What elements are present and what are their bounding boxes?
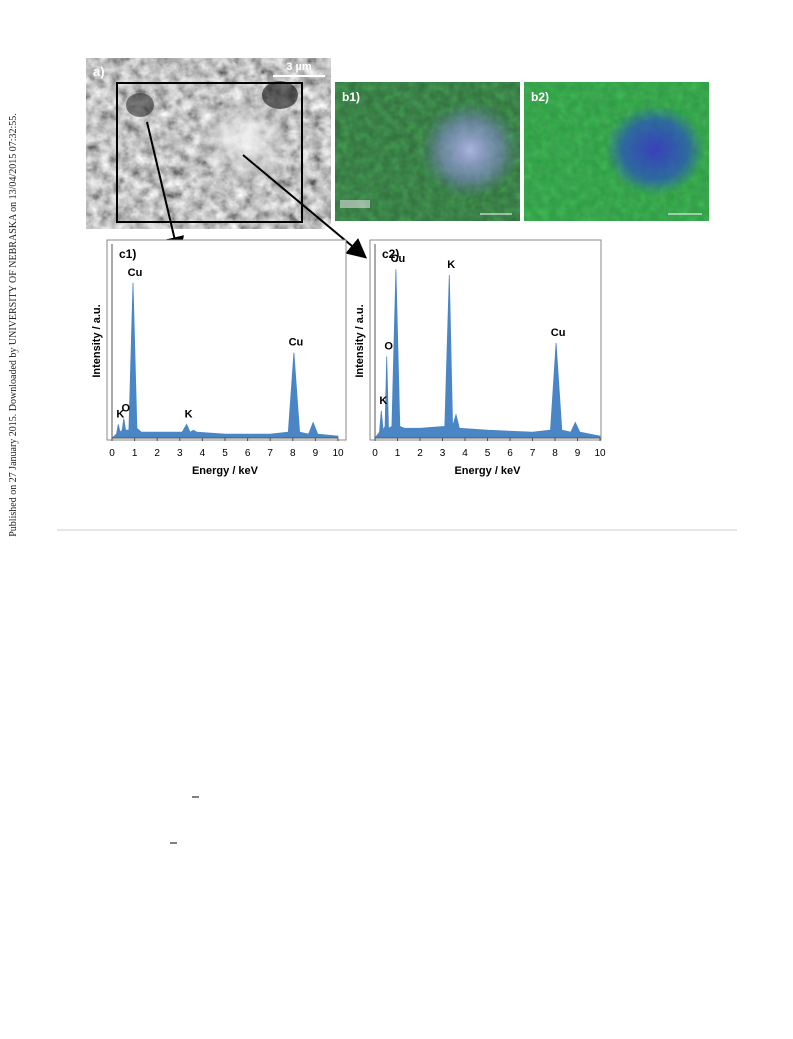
peak-label: K xyxy=(447,259,455,271)
x-tick-label: 1 xyxy=(132,448,138,459)
peak-label: Cu xyxy=(551,327,566,339)
x-tick-label: 5 xyxy=(222,448,228,459)
x-tick-label: 2 xyxy=(154,448,160,459)
x-tick-label: 0 xyxy=(109,448,115,459)
x-tick-label: 0 xyxy=(372,448,378,459)
x-tick-label: 4 xyxy=(462,448,468,459)
y-axis-label: Intensity / a.u. xyxy=(354,304,366,377)
peak-label: O xyxy=(384,341,393,353)
spectrum-area xyxy=(374,269,601,439)
x-tick-label: 8 xyxy=(290,448,296,459)
x-tick-label: 1 xyxy=(395,448,401,459)
x-tick-label: 9 xyxy=(313,448,319,459)
sem-image xyxy=(86,58,331,229)
x-axis-label: Energy / keV xyxy=(192,465,259,477)
arrow xyxy=(242,154,368,259)
peak-label: K xyxy=(116,408,124,420)
x-tick-label: 3 xyxy=(440,448,446,459)
peak-label: K xyxy=(379,395,387,407)
chart-frame xyxy=(369,239,602,441)
x-tick-label: 2 xyxy=(417,448,423,459)
peak-label: K xyxy=(185,408,193,420)
x-tick-label: 7 xyxy=(530,448,536,459)
panel-label: a) xyxy=(93,64,105,79)
x-tick-label: 6 xyxy=(245,448,251,459)
x-tick-label: 5 xyxy=(485,448,491,459)
peak-label: Cu xyxy=(128,267,143,279)
x-tick-label: 4 xyxy=(200,448,206,459)
x-tick-label: 10 xyxy=(594,448,606,459)
panel-label: b2) xyxy=(531,90,549,104)
panel-label: b1) xyxy=(342,90,360,104)
side-note: Published on 27 January 2015. Downloaded… xyxy=(8,113,19,537)
chart-title: c1) xyxy=(119,247,136,261)
x-tick-label: 6 xyxy=(507,448,513,459)
x-tick-label: 7 xyxy=(267,448,273,459)
x-tick-label: 3 xyxy=(177,448,183,459)
peak-label: O xyxy=(121,403,130,415)
peak-label: Cu xyxy=(289,337,304,349)
x-axis-label: Energy / keV xyxy=(454,465,521,477)
eds-map xyxy=(524,82,709,221)
x-tick-label: 9 xyxy=(575,448,581,459)
y-axis-label: Intensity / a.u. xyxy=(91,304,103,377)
spectrum-area xyxy=(110,282,339,439)
arrow xyxy=(146,121,185,257)
x-tick-label: 10 xyxy=(332,448,344,459)
chart-frame xyxy=(106,239,347,441)
scale-bar-label: 3 µm xyxy=(286,61,312,73)
eds-map xyxy=(335,82,520,221)
x-tick-label: 8 xyxy=(552,448,558,459)
chart-title: c2) xyxy=(382,247,399,261)
peak-label: Cu xyxy=(391,253,406,265)
